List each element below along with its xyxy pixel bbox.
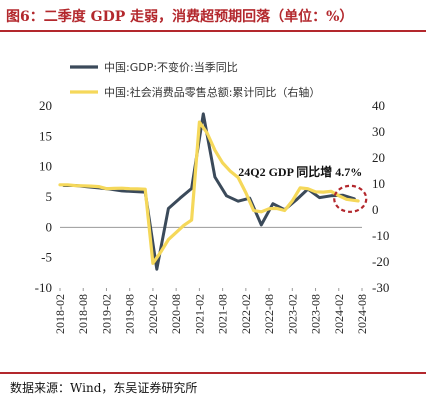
x-axis-tick-label: 2024-08 [355,294,369,334]
right-axis-tick-label: 20 [372,150,385,165]
right-axis-tick-label: 10 [372,176,385,191]
left-axis-tick-label: -10 [35,280,52,295]
x-axis-tick-label: 2022-08 [262,294,276,334]
left-axis-tick-label: 0 [46,219,53,234]
x-axis-tick-label: 2021-02 [192,294,206,334]
x-axis-tick-label: 2021-08 [216,294,230,334]
legend-label: 中国:GDP:不变价:当季同比 [104,60,238,74]
right-axis-tick-label: -10 [372,228,389,243]
title-row: 图6：二季度 GDP 走弱，消费超预期回落（单位：%） [0,0,426,32]
x-axis-tick-label: 2020-02 [146,294,160,334]
right-axis-tick-label: 40 [372,98,385,113]
annotation-label: 24Q2 GDP 同比增 4.7% [238,164,362,179]
source-row: 数据来源：Wind，东吴证券研究所 [0,372,426,405]
left-axis-tick-label: 5 [46,189,53,204]
x-axis-tick-label: 2018-02 [53,294,67,334]
left-axis-tick-label: -5 [41,250,52,265]
x-axis-tick-label: 2020-08 [169,294,183,334]
x-axis-tick-label: 2023-02 [285,294,299,334]
right-axis-tick-label: -20 [372,254,389,269]
legend-label: 中国:社会消费品零售总额:累计同比（右轴） [104,85,320,99]
left-axis-tick-label: 15 [39,128,52,143]
right-axis-tick-label: 0 [372,202,379,217]
x-axis-tick-label: 2024-02 [332,294,346,334]
x-axis-tick-label: 2018-08 [76,294,90,334]
chart-canvas: -10 -5 0 5 10 15 20 -30 -20 -10 0 10 20 30 40 2018-02 20… [35,60,390,334]
x-axis-tick-label: 2023-08 [309,294,323,334]
left-axis-tick-label: 20 [39,98,52,113]
source-note: 数据来源：Wind，东吴证券研究所 [10,381,198,395]
right-axis-tick-label: -30 [372,280,389,295]
left-axis-tick-label: 10 [39,159,52,174]
annotation-circle [333,184,368,213]
x-axis-tick-label: 2022-02 [239,294,253,334]
x-axis-tick-label: 2019-08 [123,294,137,334]
right-axis-tick-label: 30 [372,124,385,139]
x-axis-tick-label: 2019-02 [99,294,113,334]
retail-sales-series-line [58,120,360,265]
chart-title: 图6：二季度 GDP 走弱，消费超预期回落（单位：%） [6,9,354,25]
